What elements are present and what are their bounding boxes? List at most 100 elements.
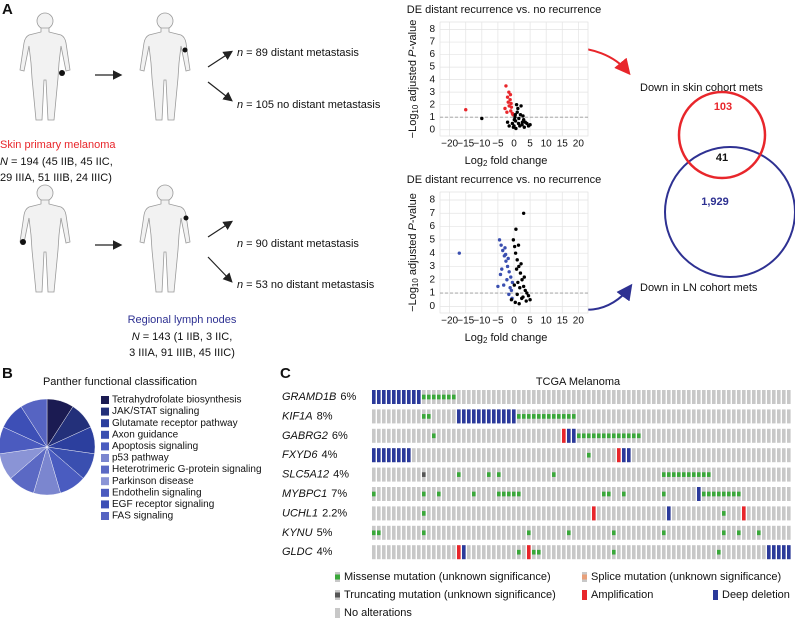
sample-cell xyxy=(727,428,731,443)
venn-set-label: Down in LN cohort mets xyxy=(640,282,758,294)
sample-cell xyxy=(517,448,521,463)
alteration xyxy=(462,545,466,560)
sample-cell xyxy=(607,545,611,560)
legend-label: Parkinson disease xyxy=(112,476,194,487)
sample-cell xyxy=(507,525,511,540)
sample-cell xyxy=(527,448,531,463)
data-point xyxy=(520,278,524,282)
alteration xyxy=(507,491,511,497)
sample-cell xyxy=(427,487,431,501)
alteration xyxy=(502,491,506,497)
x-tick-label: 15 xyxy=(557,316,569,327)
sample-cell xyxy=(702,390,706,404)
sample-cell xyxy=(757,487,761,501)
sample-cell xyxy=(632,448,636,463)
outcome: n = 90 distant metastasis xyxy=(237,238,359,250)
sample-cell xyxy=(497,545,501,560)
sample-cell xyxy=(602,448,606,463)
alteration xyxy=(622,433,626,439)
sample-cell xyxy=(642,506,646,521)
gene-label: GABRG2 6% xyxy=(282,430,348,442)
sample-cell xyxy=(712,467,716,482)
sample-cell xyxy=(752,390,756,404)
legend-swatch xyxy=(101,477,109,486)
sample-cell xyxy=(417,506,421,521)
legend-label: Splice mutation (unknown significance) xyxy=(591,571,781,583)
sample-cell xyxy=(437,525,441,540)
sample-cell xyxy=(597,487,601,501)
alteration xyxy=(567,530,571,536)
sample-cell xyxy=(457,487,461,501)
sample-cell xyxy=(507,545,511,560)
gene-name: MYBPC1 xyxy=(282,488,327,500)
alteration xyxy=(432,433,436,439)
data-point xyxy=(514,227,518,231)
sample-cell xyxy=(787,390,791,404)
data-point xyxy=(518,286,522,290)
label-part: adjusted xyxy=(407,57,419,105)
sample-cell xyxy=(577,506,581,521)
sample-cell xyxy=(522,545,526,560)
sample-cell xyxy=(772,409,776,424)
sample-cell xyxy=(607,409,611,424)
legend-label: Apoptosis signaling xyxy=(112,441,198,452)
alteration xyxy=(437,394,441,400)
y-axis-label: −Log10 adjusted P-value xyxy=(407,20,420,139)
sample-cell xyxy=(667,428,671,443)
sample-cell xyxy=(747,487,751,501)
gene-frequency: 5% xyxy=(317,527,333,539)
y-tick-label: 4 xyxy=(429,74,435,85)
sample-cell xyxy=(522,428,526,443)
sample-cell xyxy=(467,448,471,463)
alteration xyxy=(617,433,621,439)
sample-cell xyxy=(612,448,616,463)
chart-title: TCGA Melanoma xyxy=(536,376,621,388)
alteration xyxy=(522,414,526,419)
sample-cell xyxy=(747,525,751,540)
legend-swatch xyxy=(101,465,109,474)
sample-cell xyxy=(627,525,631,540)
alteration xyxy=(402,448,406,463)
sample-cell xyxy=(717,448,721,463)
sample-cell xyxy=(497,525,501,540)
sample-cell xyxy=(617,409,621,424)
arrow xyxy=(207,50,234,68)
data-point xyxy=(513,113,517,117)
sample-cell xyxy=(747,409,751,424)
data-point xyxy=(505,264,510,269)
sample-cell xyxy=(387,428,391,443)
sample-cell xyxy=(747,448,751,463)
sample-cell xyxy=(657,506,661,521)
sample-cell xyxy=(687,487,691,501)
sample-cell xyxy=(382,487,386,501)
sample-cell xyxy=(467,545,471,560)
sample-cell xyxy=(607,448,611,463)
tumor-dot xyxy=(183,215,189,221)
alteration xyxy=(717,549,721,555)
y-tick-label: 3 xyxy=(429,261,435,272)
y-tick-label: 4 xyxy=(429,248,435,259)
alteration xyxy=(732,491,736,497)
sample-cell xyxy=(482,428,486,443)
sample-cell xyxy=(447,487,451,501)
sample-cell xyxy=(687,506,691,521)
data-point xyxy=(501,248,505,253)
alteration xyxy=(402,390,406,404)
alteration xyxy=(372,530,376,536)
n-symbol: N xyxy=(132,331,140,343)
panel-label: C xyxy=(280,365,291,382)
alteration xyxy=(422,511,426,516)
sample-cell xyxy=(637,409,641,424)
outcome: n = 89 distant metastasis xyxy=(237,47,359,59)
alteration xyxy=(497,491,501,497)
gene-name: KIF1A xyxy=(282,410,313,422)
alteration xyxy=(602,491,606,497)
sample-cell xyxy=(542,428,546,443)
sample-cell xyxy=(712,448,716,463)
sample-cell xyxy=(762,448,766,463)
sample-cell xyxy=(437,506,441,521)
sample-cell xyxy=(682,409,686,424)
alteration xyxy=(397,390,401,404)
sample-cell xyxy=(637,487,641,501)
y-tick-label: 5 xyxy=(429,62,435,73)
